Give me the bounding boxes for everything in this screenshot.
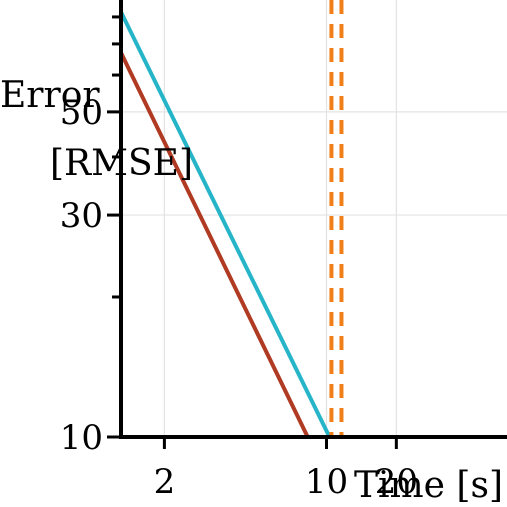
vertical-reference-lines [329, 0, 344, 437]
y-tick-label-2: 50 [60, 93, 103, 133]
x-axis-label: Time [s] [354, 465, 503, 506]
y-tick-label-0: 10 [60, 418, 103, 458]
grid [121, 0, 507, 438]
x-tick-label-2: 20 [375, 462, 418, 502]
series-line-1 [119, 51, 310, 438]
y-axis-label-line-1: Error [0, 75, 100, 116]
y-axis-label-line-2: [RMSE] [50, 143, 193, 184]
tick-labels: 2 10 20 10 30 50 [60, 93, 418, 502]
axes [119, 0, 507, 439]
series-line-0 [119, 11, 332, 438]
x-tick-label-0: 2 [154, 462, 176, 502]
ticks [107, 15, 398, 449]
x-tick-label-1: 10 [305, 462, 348, 502]
series-lines [119, 11, 332, 438]
y-tick-label-1: 30 [60, 196, 103, 236]
axis-labels: Error [RMSE] Time [s] [0, 75, 503, 506]
